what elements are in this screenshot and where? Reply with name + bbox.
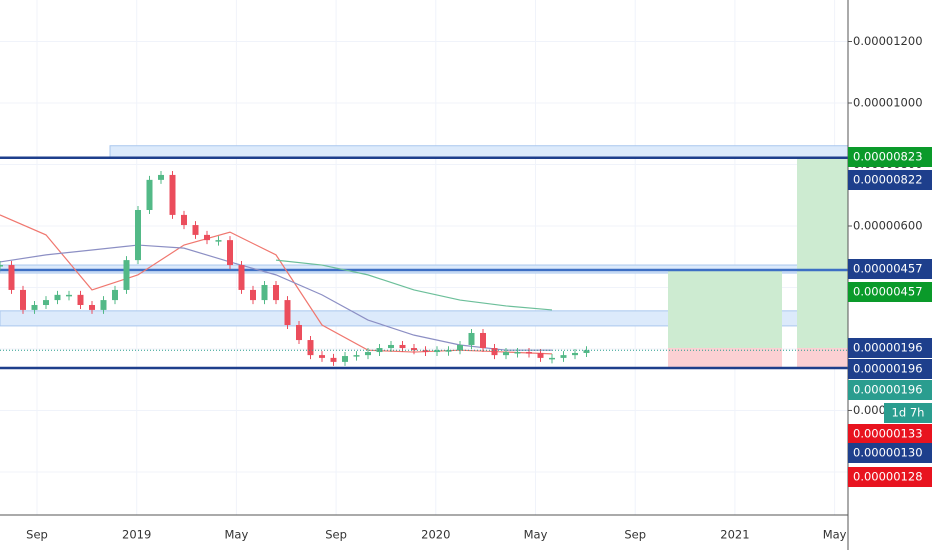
price-label: 0.00000128	[853, 470, 923, 484]
candle	[503, 352, 509, 356]
price-label: 0.00000196	[853, 383, 923, 397]
x-tick-label: 2019	[122, 528, 151, 542]
candle	[526, 352, 532, 354]
price-label-box	[848, 467, 932, 487]
x-tick-label: Sep	[624, 528, 646, 542]
candle	[54, 294, 61, 301]
long-stop	[668, 348, 782, 368]
candle	[215, 240, 222, 242]
candle	[112, 289, 118, 301]
x-tick-label: May	[524, 528, 548, 542]
candle	[422, 350, 429, 353]
price-label: 0.00000822	[853, 173, 923, 187]
countdown: 1d 7h	[892, 406, 925, 420]
candle	[434, 350, 440, 353]
countdown-box	[884, 403, 932, 423]
candle	[537, 352, 544, 358]
y-tick-label: 0.00001000	[853, 96, 923, 110]
price-label: 0.00000823	[853, 150, 923, 164]
moving-average	[275, 259, 553, 311]
candle	[353, 355, 360, 357]
candle	[560, 355, 567, 358]
candle	[445, 350, 452, 352]
candle	[480, 332, 486, 349]
candle	[549, 357, 555, 360]
candle	[273, 285, 279, 301]
candle	[250, 289, 256, 301]
price-label: 0.00000457	[853, 262, 923, 276]
candle	[227, 240, 233, 266]
candle	[583, 350, 590, 353]
zone	[109, 145, 849, 159]
candle	[388, 344, 394, 349]
price-label-box	[848, 259, 932, 279]
price-label-box	[848, 282, 932, 302]
price-label-box	[848, 380, 932, 400]
candle	[77, 294, 84, 306]
long-stop	[797, 348, 848, 368]
candle	[238, 265, 245, 290]
x-tick-label: Sep	[26, 528, 48, 542]
candle	[100, 300, 107, 310]
price-label-box	[848, 359, 932, 379]
x-tick-label: May	[225, 528, 249, 542]
candle	[31, 305, 38, 310]
candle	[284, 300, 291, 325]
candle	[89, 305, 95, 310]
price-label-box	[848, 147, 932, 167]
candle	[204, 234, 210, 241]
price-label: 0.00000133	[853, 427, 923, 441]
candle	[158, 174, 164, 180]
candle	[399, 344, 406, 349]
candle	[123, 260, 130, 290]
price-label: 0.00000196	[853, 341, 923, 355]
x-tick-label: 2020	[421, 528, 450, 542]
candle	[572, 352, 578, 356]
y-tick-label: 0.00000600	[853, 218, 923, 232]
candle	[491, 348, 498, 356]
y-tick-label: 0.00001200	[853, 34, 923, 48]
candle	[181, 214, 187, 226]
candle	[192, 225, 199, 235]
long-target	[797, 158, 848, 348]
candle	[66, 294, 72, 297]
candle	[8, 265, 15, 290]
x-tick-label: 2021	[720, 528, 749, 542]
candle	[514, 352, 521, 354]
candle	[296, 324, 302, 341]
long-target	[668, 269, 782, 348]
price-label: 0.00000457	[853, 285, 923, 299]
candle	[468, 332, 475, 345]
candle	[376, 348, 383, 353]
candle	[135, 209, 141, 261]
price-label: 0.00000130	[853, 446, 923, 460]
candle	[20, 289, 26, 310]
candle	[411, 348, 417, 351]
x-tick-label: May	[823, 528, 847, 542]
price-label-box	[848, 424, 932, 444]
price-label-box	[848, 170, 932, 190]
candle	[169, 174, 176, 215]
price-label-box	[848, 338, 932, 358]
candle	[319, 355, 325, 358]
candle	[307, 340, 314, 356]
candle	[0, 265, 3, 267]
price-label-box	[848, 443, 932, 463]
candle	[330, 357, 337, 362]
candle	[342, 356, 348, 362]
price-label: 0.00000196	[853, 362, 923, 376]
candle	[457, 344, 463, 351]
candle	[43, 300, 49, 306]
x-tick-label: Sep	[325, 528, 347, 542]
candle	[365, 352, 371, 356]
candle	[261, 285, 268, 301]
candle	[146, 179, 153, 210]
